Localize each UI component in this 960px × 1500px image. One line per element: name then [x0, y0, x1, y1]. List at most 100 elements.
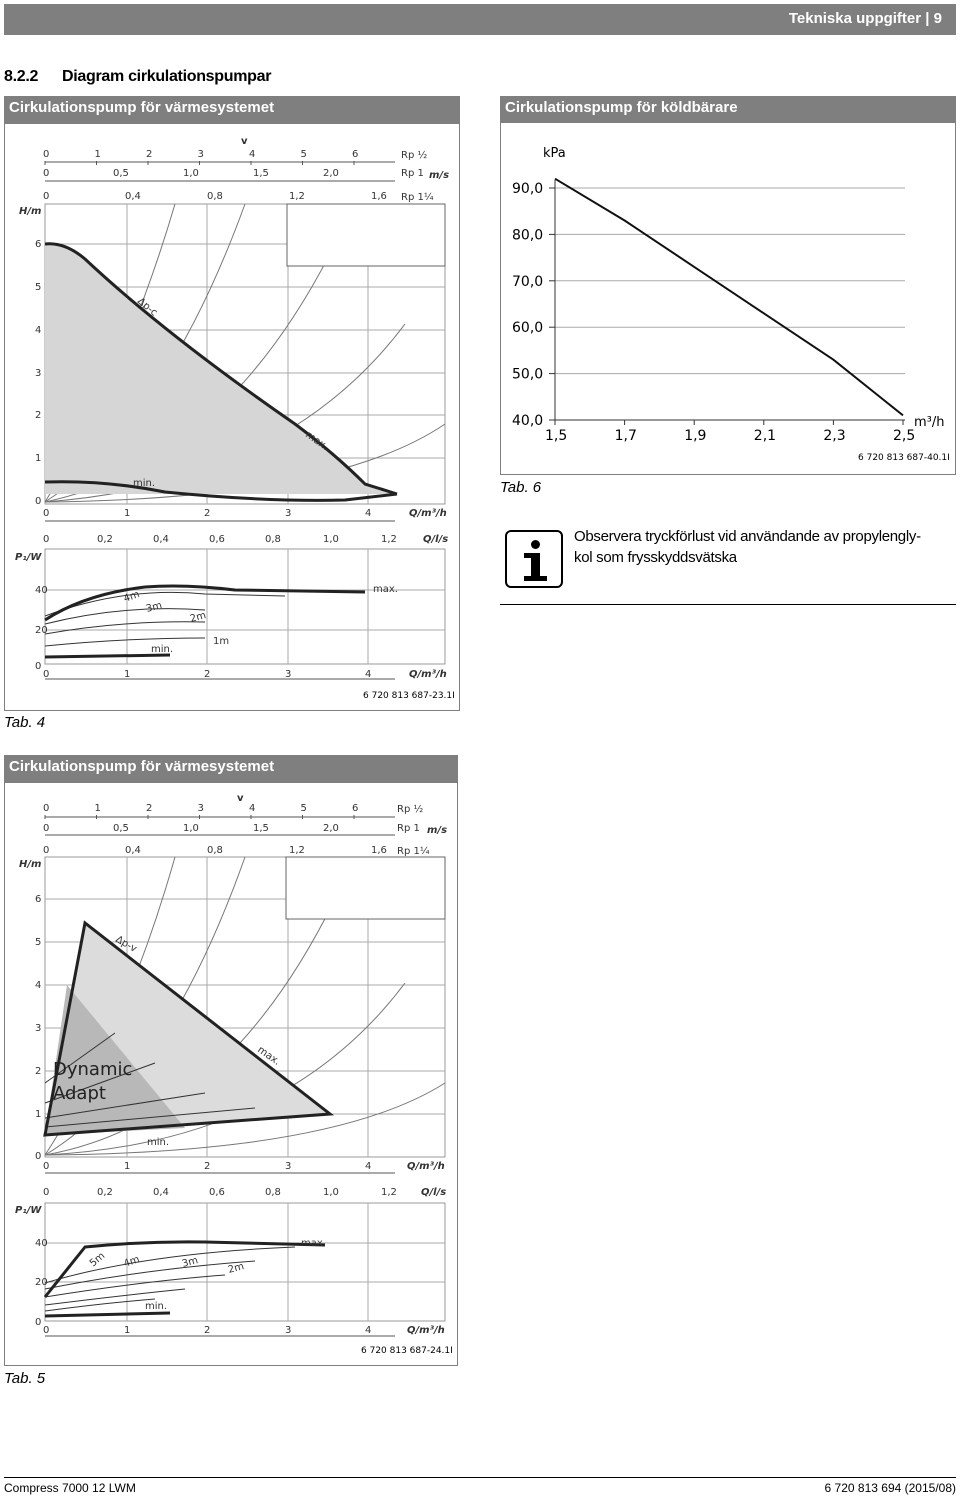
svg-text:2: 2	[204, 508, 210, 519]
rp114-tick: 0	[43, 845, 49, 856]
svg-text:0: 0	[43, 1325, 49, 1336]
tab5-frame: v 0 1 2 3 4 5 6 0 0,5 1,0 1,5 2,0 0 0,4 0,8 1,2 1,6 Rp…	[4, 782, 458, 1366]
page-header-bar: Tekniska uppgifter | 9	[4, 4, 956, 35]
svg-text:2m: 2m	[189, 610, 207, 625]
x-unit-label: m³/h	[914, 415, 945, 430]
svg-text:min.: min.	[145, 1301, 167, 1312]
rp-half-tick: 3	[198, 803, 204, 814]
svg-text:4: 4	[35, 980, 41, 991]
svg-text:Rp 1: Rp 1	[397, 823, 420, 834]
svg-text:max.: max.	[301, 1238, 326, 1249]
svg-text:0: 0	[43, 534, 49, 545]
svg-text:H/m: H/m	[19, 206, 41, 217]
x-tick-label: 1,5	[545, 428, 567, 444]
svg-text:0,4: 0,4	[153, 1187, 169, 1198]
svg-text:3: 3	[35, 1023, 41, 1034]
rp114-tick: 1,6	[371, 191, 387, 202]
info-icon	[505, 530, 563, 588]
svg-text:4: 4	[35, 325, 41, 336]
svg-text:0,8: 0,8	[265, 1187, 281, 1198]
rp1-tick: 2,0	[323, 823, 339, 834]
svg-text:Rp 1¼: Rp 1¼	[397, 845, 430, 857]
rp114-tick: 0,8	[207, 191, 223, 202]
svg-text:1: 1	[124, 508, 130, 519]
y-tick-label: 50,0	[512, 367, 543, 383]
x-tick-label: 1,9	[684, 428, 706, 444]
svg-text:Q/m³/h: Q/m³/h	[407, 1325, 445, 1336]
svg-text:min.: min.	[133, 478, 155, 489]
rp-half-tick: 6	[352, 149, 358, 160]
tab6-chart: kPa m³/h 6 720 813 687-40.1I 90,0 80,0 70,…	[512, 146, 950, 463]
svg-text:3m: 3m	[181, 1255, 199, 1270]
svg-text:0: 0	[35, 496, 41, 507]
svg-text:1: 1	[35, 1109, 41, 1120]
svg-text:Q/m³/h: Q/m³/h	[409, 669, 447, 680]
rp1-tick: 0,5	[113, 168, 129, 179]
svg-text:4m: 4m	[122, 589, 141, 605]
x-tick-label: 2,1	[754, 428, 776, 444]
svg-text:4m: 4m	[122, 1254, 141, 1270]
svg-text:2: 2	[204, 669, 210, 680]
svg-text:0,4: 0,4	[153, 534, 169, 545]
svg-text:1,0: 1,0	[323, 1187, 339, 1198]
footer-right: 6 720 813 694 (2015/08)	[824, 1481, 956, 1495]
y-tick-label: 70,0	[512, 274, 543, 290]
tab6-code: 6 720 813 687-40.1I	[858, 453, 950, 463]
svg-text:1: 1	[124, 1325, 130, 1336]
tab5-caption: Tab. 5	[4, 1370, 46, 1387]
svg-text:3m: 3m	[145, 600, 163, 615]
svg-text:4: 4	[365, 1325, 371, 1336]
tab6-title: Cirkulationspump för köldbärare	[500, 96, 956, 123]
svg-text:min.: min.	[147, 1137, 169, 1148]
rp-half-tick: 6	[352, 803, 358, 814]
svg-text:3: 3	[285, 1161, 291, 1172]
svg-text:Rp 1¼: Rp 1¼	[401, 191, 434, 203]
rp-half-tick: 5	[301, 803, 307, 814]
rp114-tick: 0,4	[125, 845, 141, 856]
svg-text:2: 2	[204, 1325, 210, 1336]
section-number: 8.2.2	[4, 68, 39, 85]
tab6-caption: Tab. 6	[500, 479, 542, 496]
svg-text:0: 0	[35, 661, 41, 672]
svg-text:1,2: 1,2	[381, 534, 397, 545]
rp-half-tick: 4	[249, 149, 255, 160]
svg-text:0,2: 0,2	[97, 1187, 113, 1198]
svg-text:40: 40	[35, 585, 48, 596]
svg-text:1,2: 1,2	[381, 1187, 397, 1198]
svg-text:1: 1	[124, 669, 130, 680]
info-note: Observera tryckförlust vid användande av…	[500, 516, 956, 605]
svg-text:40: 40	[35, 1238, 48, 1249]
svg-text:2: 2	[35, 1066, 41, 1077]
svg-text:20: 20	[35, 1277, 48, 1288]
svg-text:Rp 1: Rp 1	[401, 168, 424, 179]
rp-half-tick: 3	[198, 149, 204, 160]
tab4-title: Cirkulationspump för värmesystemet	[4, 96, 460, 123]
y-tick-label: 80,0	[512, 227, 543, 243]
svg-text:1: 1	[124, 1161, 130, 1172]
rp-half-tick: 2	[146, 803, 152, 814]
svg-text:2: 2	[204, 1161, 210, 1172]
rp1-tick: 1,0	[183, 823, 199, 834]
rp114-tick: 0	[43, 191, 49, 202]
rp114-tick: 1,2	[289, 845, 305, 856]
section-title: Diagram cirkulationspumpar	[62, 68, 272, 85]
svg-text:5: 5	[35, 937, 41, 948]
svg-text:Q/l/s: Q/l/s	[423, 534, 448, 545]
series-line	[554, 177, 904, 417]
svg-text:max.: max.	[373, 584, 398, 595]
rp114-tick: 0,8	[207, 845, 223, 856]
footer-divider	[4, 1477, 956, 1478]
svg-text:4: 4	[365, 669, 371, 680]
svg-text:m/s: m/s	[429, 170, 449, 181]
y-tick-label: 60,0	[512, 320, 543, 336]
x-tick-label: 2,3	[823, 428, 845, 444]
svg-text:H/m: H/m	[19, 859, 41, 870]
header-title: Tekniska uppgifter | 9	[788, 10, 942, 27]
rp1-tick: 1,5	[253, 823, 269, 834]
svg-text:4: 4	[365, 508, 371, 519]
svg-text:0,8: 0,8	[265, 534, 281, 545]
rp1-tick: 1,5	[253, 168, 269, 179]
tab5-title: Cirkulationspump för värmesystemet	[4, 755, 458, 782]
x-tick-label: 2,5	[893, 428, 915, 444]
svg-text:0,6: 0,6	[209, 1187, 225, 1198]
